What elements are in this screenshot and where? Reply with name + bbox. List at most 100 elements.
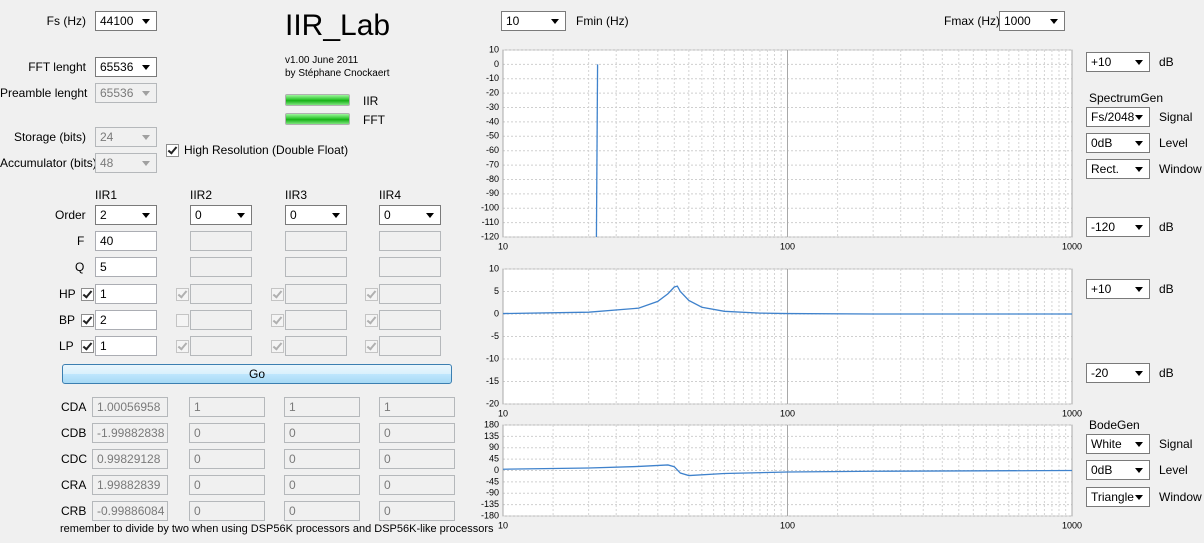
row-label: BP <box>59 313 76 327</box>
combo-box[interactable]: 0dB <box>1086 133 1150 153</box>
text-box <box>190 310 252 330</box>
checkbox <box>271 340 284 353</box>
y-tick-label: -50 <box>486 131 499 141</box>
control-label: dB <box>1159 55 1174 69</box>
coefficient-box: 0 <box>189 475 265 495</box>
fft-progress <box>285 113 350 125</box>
y-tick-label: -5 <box>491 331 499 341</box>
control-label: Level <box>1159 463 1188 477</box>
control-label: Signal <box>1159 110 1193 124</box>
checkbox <box>365 314 378 327</box>
coefficient-box: -1.99882838 <box>92 423 168 443</box>
y-tick-label: -20 <box>486 88 499 98</box>
text-box[interactable]: 1 <box>95 336 157 356</box>
y-tick-label: 45 <box>489 454 499 464</box>
row-label: LP <box>59 339 74 353</box>
coefficient-box: 0.99829128 <box>92 449 168 469</box>
text-box[interactable]: 5 <box>95 257 157 277</box>
curve <box>595 64 599 238</box>
combo-box[interactable]: -20 <box>1086 363 1150 383</box>
text-box <box>379 231 441 251</box>
setting-label: FFT lenght <box>28 60 86 74</box>
combo-box[interactable]: Fs/2048 <box>1086 107 1150 127</box>
app-title: IIR_Lab <box>285 9 391 42</box>
text-box[interactable]: 1 <box>95 284 157 304</box>
x-tick-label: 100 <box>780 408 795 418</box>
combo-box[interactable]: -120 <box>1086 217 1150 237</box>
combo-box[interactable]: 0dB <box>1086 460 1150 480</box>
coefficient-box: 1 <box>284 397 360 417</box>
curve <box>502 464 1073 477</box>
coefficient-box: 1.99882839 <box>92 475 168 495</box>
coefficient-box: 1 <box>379 397 455 417</box>
y-tick-label: 180 <box>484 419 499 429</box>
combo-box[interactable]: Triangle <box>1086 487 1150 507</box>
text-box[interactable]: 40 <box>95 231 157 251</box>
checkbox[interactable] <box>81 340 94 353</box>
coefficient-box: 0 <box>284 423 360 443</box>
combo-box: 48 <box>95 153 157 173</box>
text-box <box>285 257 347 277</box>
column-header: IIR2 <box>190 188 213 202</box>
combo-box: 65536 <box>95 83 157 103</box>
text-box <box>379 284 441 304</box>
combo-box[interactable]: 0 <box>285 205 347 225</box>
y-tick-label: -180 <box>481 510 499 520</box>
group-title: SpectrumGen <box>1089 91 1164 105</box>
combo-box[interactable]: White <box>1086 434 1150 454</box>
column-header: IIR3 <box>285 188 308 202</box>
control-label: Window <box>1159 490 1202 504</box>
text-box <box>285 231 347 251</box>
coefficient-box: 1 <box>189 397 265 417</box>
x-tick-label: 100 <box>780 520 795 530</box>
coefficient-box: 0 <box>189 501 265 521</box>
control-label: Signal <box>1159 437 1193 451</box>
y-tick-label: -90 <box>486 188 499 198</box>
checkbox[interactable] <box>166 144 179 157</box>
checkbox <box>176 340 189 353</box>
combo-box[interactable]: 65536 <box>95 57 157 77</box>
coefficient-box: 1.00056958 <box>92 397 168 417</box>
y-tick-label: -15 <box>486 376 499 386</box>
coefficient-label: CDC <box>61 452 87 466</box>
group-title: BodeGen <box>1089 418 1140 432</box>
row-label: Order <box>55 208 86 222</box>
coefficient-box: 0 <box>379 475 455 495</box>
combo-box[interactable]: 10 <box>501 11 566 31</box>
control-label: Level <box>1159 136 1188 150</box>
combo-box[interactable]: +10 <box>1086 279 1150 299</box>
text-box <box>379 257 441 277</box>
combo-box[interactable]: 0 <box>379 205 441 225</box>
range-label: Fmax (Hz) <box>944 14 1000 28</box>
go-button[interactable]: Go <box>62 364 452 384</box>
combo-box[interactable]: 0 <box>190 205 252 225</box>
text-box[interactable]: 2 <box>95 310 157 330</box>
checkbox[interactable] <box>81 314 94 327</box>
combo-box[interactable]: 1000 <box>999 11 1065 31</box>
combo-box[interactable]: +10 <box>1086 52 1150 72</box>
y-tick-label: -40 <box>486 116 499 126</box>
checkbox[interactable] <box>81 288 94 301</box>
coefficient-box: 0 <box>379 423 455 443</box>
text-box <box>379 336 441 356</box>
checkbox <box>271 288 284 301</box>
coefficient-box: 0 <box>284 475 360 495</box>
y-tick-label: -60 <box>486 145 499 155</box>
checkbox <box>176 314 189 327</box>
combo-box[interactable]: 44100 <box>95 11 157 31</box>
coefficient-box: 0 <box>379 501 455 521</box>
coefficient-label: CRA <box>61 478 87 492</box>
setting-label: Storage (bits) <box>13 130 86 144</box>
y-tick-label: 0 <box>494 308 499 318</box>
combo-box[interactable]: 2 <box>95 205 157 225</box>
control-label: Window <box>1159 162 1202 176</box>
coefficient-box: 0 <box>189 423 265 443</box>
iir-progress <box>285 94 350 106</box>
coefficient-box: 0 <box>189 449 265 469</box>
combo-box[interactable]: Rect. <box>1086 159 1150 179</box>
x-tick-label: 1000 <box>1062 408 1082 418</box>
coefficient-box: 0 <box>284 501 360 521</box>
y-tick-label: -45 <box>486 476 499 486</box>
